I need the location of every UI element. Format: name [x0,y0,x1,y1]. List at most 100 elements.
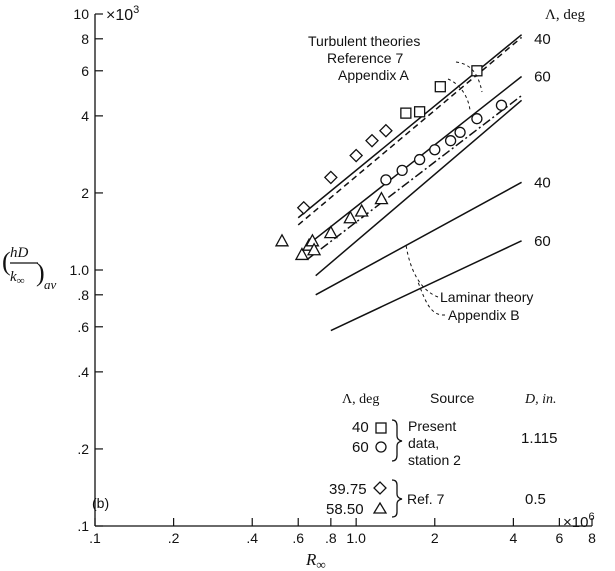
y-tick-label-5: 1.0 [70,262,90,278]
leader-laminar-to-60 [417,281,446,316]
diamond-point-4 [378,123,393,138]
x-tick-label-3: .6 [292,530,304,546]
legend-source-present-2: data, [408,435,439,451]
legend-lambda-40: 40 [352,419,369,436]
y-tick-label-9: 8 [81,31,89,47]
labels: 40 60 40 60 [534,31,551,250]
y-tick-label-10: 10 [73,6,89,22]
circle-point-3 [429,144,441,156]
diamond-point-2 [349,148,364,163]
theory-line-0 [297,34,523,219]
y-tick-label-1: .2 [77,441,89,457]
line-end-label-1: 60 [534,68,551,85]
x-axis-title: R∞ [305,550,326,571]
triangle-point-8 [374,191,389,205]
x-tick-label-1: .2 [168,530,180,546]
x-tick-label-4: .8 [325,530,337,546]
legend-lambda-39-75: 39.75 [329,481,367,498]
y-tick-label-0: .1 [77,518,89,534]
legend-d-present: 1.115 [521,430,557,447]
annotation-reference-7: Reference 7 [327,50,403,66]
legend-marker-circle [375,441,387,453]
panel-label: (b) [92,495,109,511]
legend-source-present-3: station 2 [408,452,461,468]
y-axis-title: ( hD k∞ ) av [2,245,57,292]
x-tick-label-7: 4 [509,530,517,546]
x-tick-label-9: 8 [588,530,596,546]
legend-source-present-1: Present [408,418,456,434]
circle-point-2 [413,153,426,166]
legend-header-d: D, in. [524,392,557,407]
annotation-appendix-b: Appendix B [448,307,520,323]
ticks: .1 .2 .4 .6 .8 1.0 2 4 6 8 .1 .2 .4 .6 .8 1.0 2 4 6 8 10 [70,6,597,546]
diamond-point-3 [365,133,379,148]
line-end-label-3: 60 [534,233,551,250]
svg-text:av: av [44,277,57,292]
leader-laminar-to-40 [405,244,439,298]
y-tick-label-8: 6 [81,63,89,79]
line-end-label-2: 40 [534,174,551,191]
square-point-2 [434,81,446,93]
triangle-point-1 [294,247,310,261]
legend-lambda-58-50: 58.50 [326,501,364,518]
legend-brace-present [391,419,403,462]
triangle-point-0 [274,233,290,247]
svg-text:(: ( [2,247,11,276]
theory-line-4 [315,99,523,277]
x-tick-label-2: .4 [246,530,258,546]
annotation-turbulent-theories: Turbulent theories [308,33,420,49]
leader-appendix-a [447,78,471,111]
legend-brace-ref [391,479,403,518]
legend-header-source: Source [430,390,475,406]
x-tick-label-8: 6 [555,530,563,546]
legend-marker-square [375,422,387,434]
circle-point-6 [471,113,483,125]
square-point-0 [400,107,412,119]
diamond-point-0 [296,200,311,215]
triangle-point-5 [323,225,338,239]
y-multiplier: ×103 [106,4,139,24]
svg-text:hD: hD [10,245,29,261]
circle-point-4 [444,135,457,147]
legend-source-ref: Ref. 7 [407,491,445,507]
square-point-1 [413,106,426,118]
y-tick-label-6: 2 [81,185,89,201]
theory-line-5 [315,181,522,296]
x-multiplier: ×106 [563,511,595,531]
legend-d-ref: 0.5 [525,491,546,508]
y-tick-label-7: 4 [81,108,89,124]
legend-header-lambda: Λ, deg [342,392,379,407]
theory-line-1 [297,36,523,226]
theory-lines [297,34,523,332]
y-tick-label-4: .8 [77,287,89,303]
x-tick-label-5: 1.0 [346,530,366,546]
theory-line-3 [306,95,523,260]
legend-lambda-60: 60 [352,439,369,456]
line-end-label-0: 40 [534,31,551,48]
circle-point-5 [454,126,466,138]
legend-table: Λ, deg Source D, in. 40 60 39.75 58.50 P… [326,390,557,518]
triangle-point-4 [306,242,322,256]
y-tick-label-2: .4 [77,364,89,380]
annotation-appendix-a: Appendix A [338,67,409,83]
svg-text:k∞: k∞ [10,269,25,287]
annotation-leaders [405,61,483,316]
circle-point-7 [495,99,508,111]
circle-point-1 [396,164,408,177]
y-tick-label-3: .6 [77,319,89,335]
circle-point-0 [380,174,392,186]
triangle-point-6 [343,210,358,224]
svg-text:): ) [36,258,45,287]
legend-marker-triangle [372,501,388,514]
axes [94,14,592,527]
theory-line-6 [330,240,522,332]
x-tick-label-0: .1 [89,530,101,546]
diamond-point-1 [323,170,338,185]
markers [274,65,508,261]
leader-reference-7 [455,61,483,93]
triangle-point-7 [354,203,369,217]
lambda-header: Λ, deg [545,7,586,23]
x-tick-label-6: 2 [431,530,439,546]
annotation-laminar-theory: Laminar theory [440,289,533,305]
